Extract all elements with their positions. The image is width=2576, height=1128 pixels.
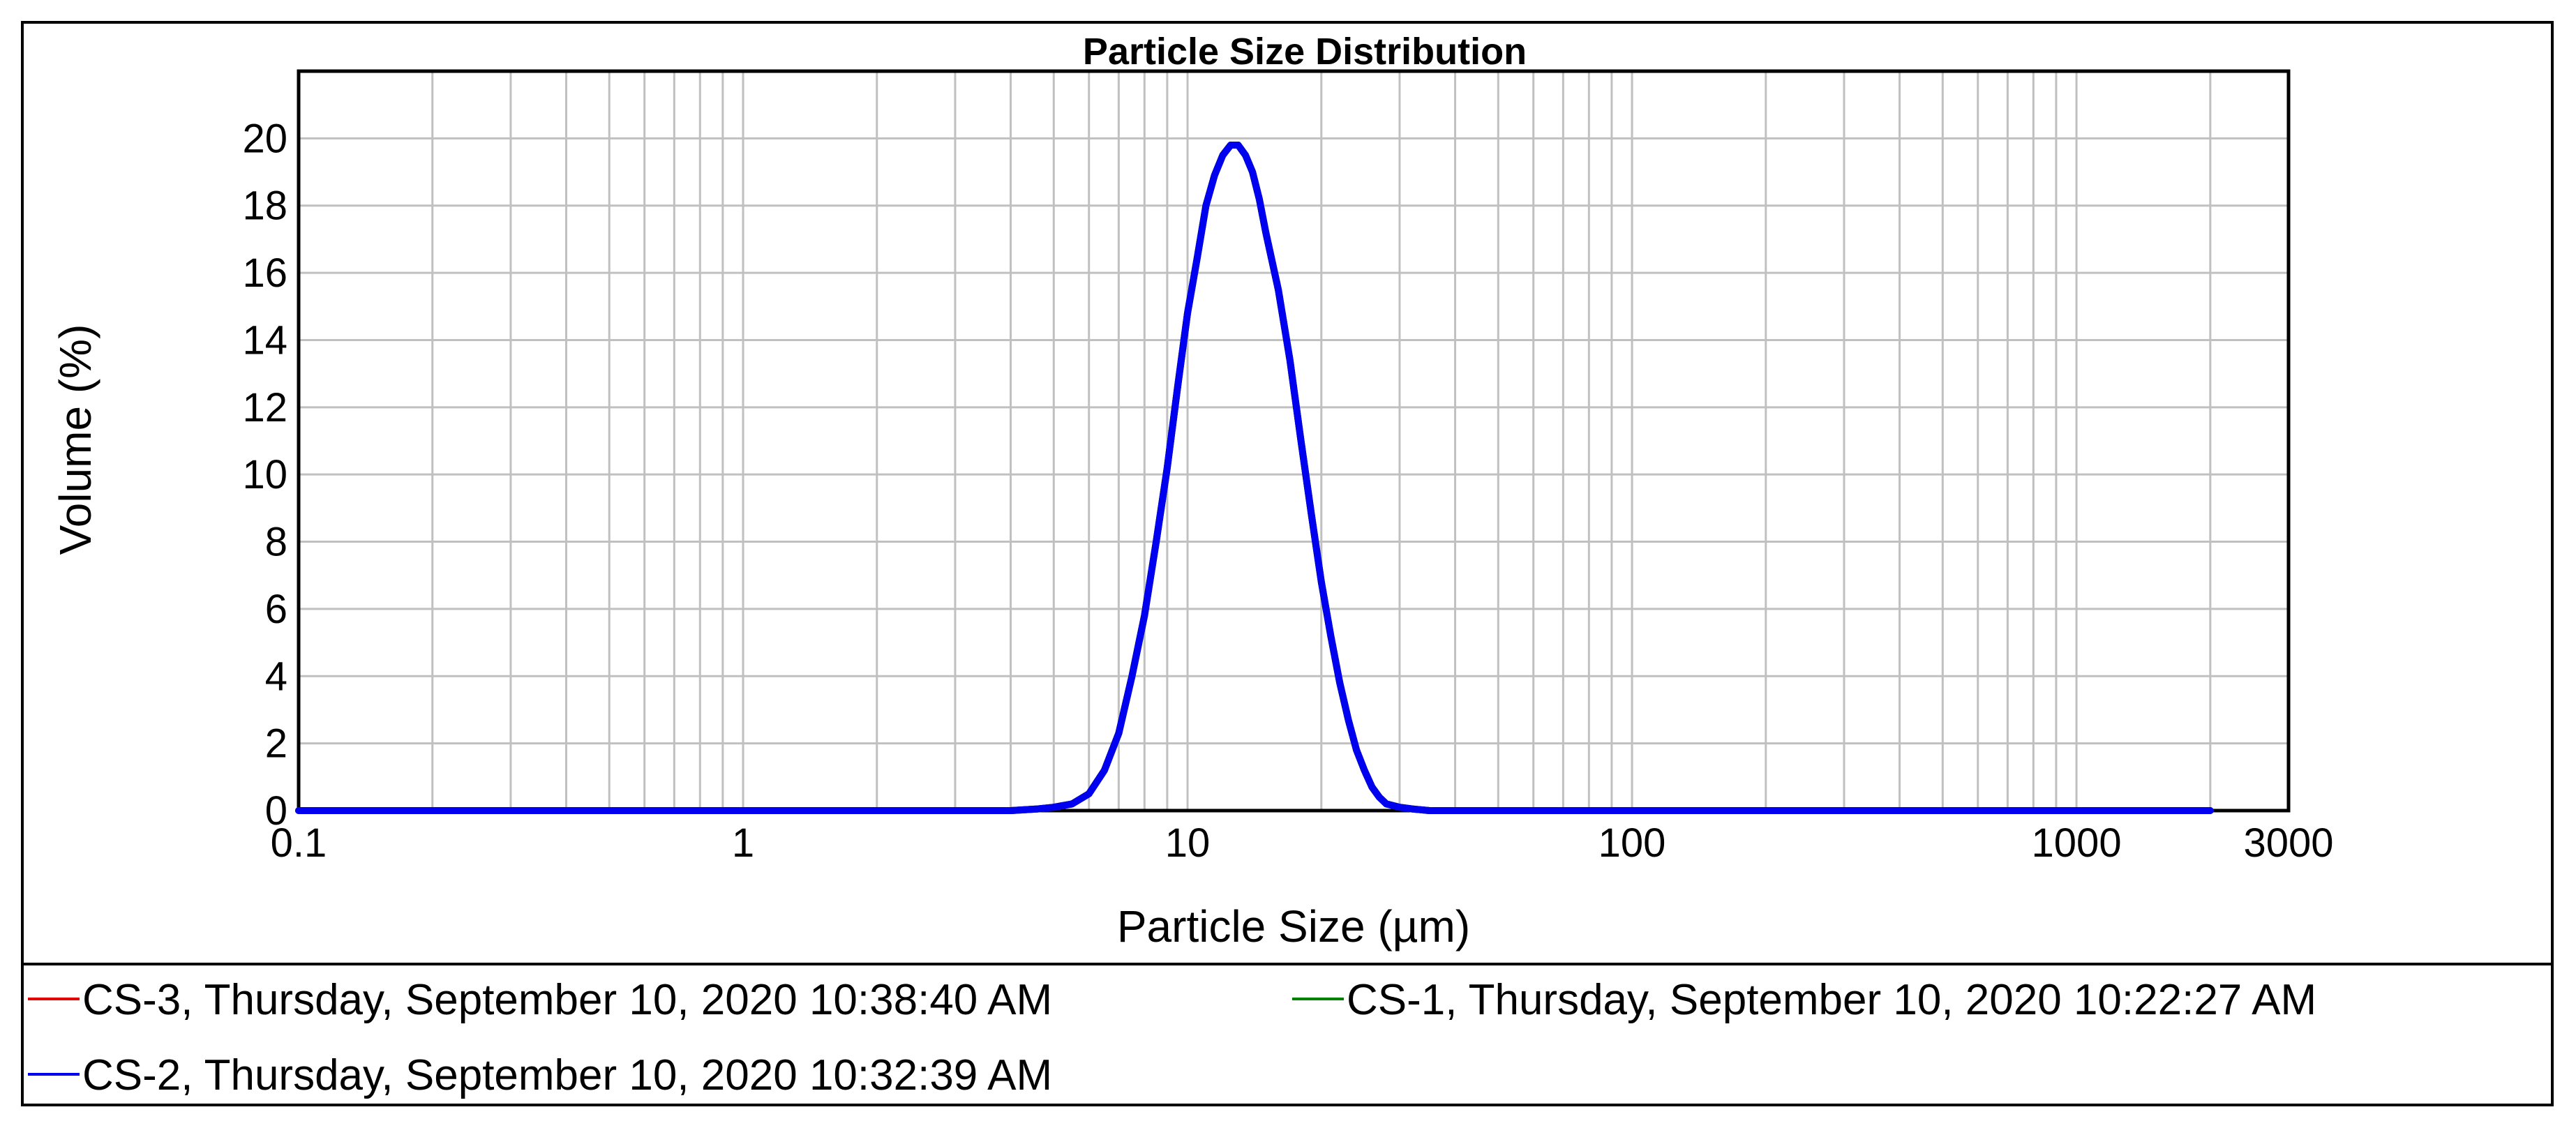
series-line-3 <box>295 142 2214 814</box>
x-tick-label: 1 <box>732 820 754 866</box>
x-tick-label: 0.1 <box>271 820 327 866</box>
y-tick-label: 16 <box>242 250 287 296</box>
legend-entry-label: CS-2, Thursday, September 10, 2020 10:32… <box>82 1051 1052 1099</box>
series-lines <box>295 142 2214 814</box>
legend: CS-3, Thursday, September 10, 2020 10:38… <box>28 976 2316 1099</box>
y-tick-label: 2 <box>265 721 287 767</box>
x-axis-tick-labels: 0.1 1 10 100 1000 3000 <box>271 820 2334 866</box>
x-tick-label: 100 <box>1598 820 1666 866</box>
chart-outer-frame <box>21 21 2554 1106</box>
y-tick-label: 20 <box>242 116 287 161</box>
chart-title: Particle Size Distribution <box>1083 31 1527 73</box>
x-tick-label: 3000 <box>2243 820 2333 866</box>
grid-lines <box>299 71 2289 811</box>
plot-area-border <box>297 69 2291 813</box>
y-tick-label: 18 <box>242 183 287 229</box>
x-tick-label: 1000 <box>2032 820 2122 866</box>
y-tick-label: 4 <box>265 654 287 699</box>
y-axis-label: Volume (%) <box>50 324 100 555</box>
y-tick-label: 14 <box>242 317 287 363</box>
y-axis-tick-labels: 0 2 4 6 8 10 12 14 16 18 20 <box>242 116 287 834</box>
y-tick-label: 8 <box>265 520 287 565</box>
y-tick-label: 12 <box>242 385 287 430</box>
y-tick-label: 0 <box>265 788 287 834</box>
legend-entry-label: CS-1, Thursday, September 10, 2020 10:22… <box>1347 976 2316 1024</box>
x-axis-label: Particle Size (µm) <box>1117 901 1470 952</box>
y-tick-label: 6 <box>265 587 287 632</box>
x-tick-label: 10 <box>1165 820 1211 866</box>
legend-entry-label: CS-3, Thursday, September 10, 2020 10:38… <box>82 976 1052 1024</box>
y-tick-label: 10 <box>242 452 287 497</box>
